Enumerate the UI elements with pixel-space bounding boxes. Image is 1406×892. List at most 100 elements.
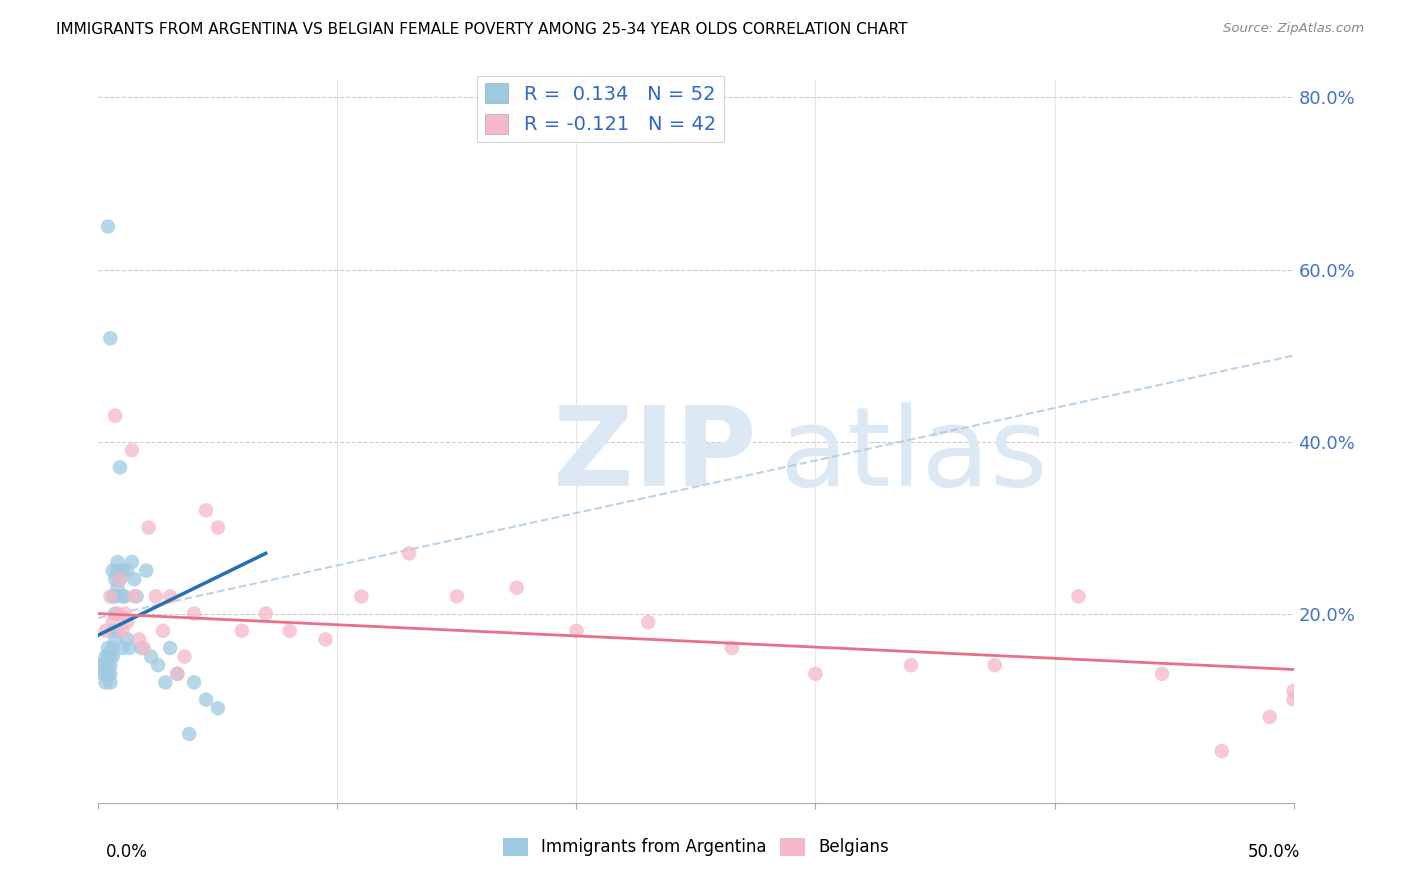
Point: [114, 607, 136, 621]
Point: [179, 727, 201, 741]
Point: [138, 520, 160, 534]
Point: [104, 590, 127, 604]
Point: [1211, 744, 1233, 758]
Point: [97, 666, 120, 681]
Point: [159, 590, 181, 604]
Point: [114, 590, 136, 604]
Point: [159, 640, 181, 655]
Point: [155, 675, 177, 690]
Point: [115, 564, 138, 578]
Point: [231, 624, 253, 638]
Point: [1067, 590, 1090, 604]
Point: [565, 624, 588, 638]
Point: [101, 615, 124, 630]
Point: [107, 607, 129, 621]
Point: [101, 590, 124, 604]
Point: [97, 649, 120, 664]
Point: [97, 640, 120, 655]
Point: [101, 624, 124, 638]
Point: [108, 460, 131, 475]
Point: [101, 640, 124, 655]
Point: [637, 615, 659, 630]
Point: [111, 624, 134, 638]
Point: [254, 607, 277, 621]
Point: [98, 331, 122, 345]
Point: [115, 632, 138, 647]
Point: [506, 581, 529, 595]
Point: [111, 640, 134, 655]
Text: atlas: atlas: [779, 402, 1047, 509]
Point: [104, 632, 127, 647]
Point: [108, 572, 131, 586]
Point: [124, 590, 146, 604]
Legend: Immigrants from Argentina, Belgians: Immigrants from Argentina, Belgians: [496, 831, 896, 863]
Point: [94, 624, 117, 638]
Point: [1152, 666, 1174, 681]
Point: [98, 675, 122, 690]
Point: [446, 590, 468, 604]
Point: [1282, 684, 1305, 698]
Point: [125, 590, 148, 604]
Point: [94, 649, 117, 664]
Point: [132, 640, 155, 655]
Point: [166, 666, 188, 681]
Point: [315, 632, 337, 647]
Point: [98, 590, 122, 604]
Point: [398, 546, 420, 560]
Point: [1282, 692, 1305, 706]
Point: [97, 219, 120, 234]
Point: [1258, 710, 1281, 724]
Point: [195, 692, 218, 706]
Point: [173, 649, 195, 664]
Text: 50.0%: 50.0%: [1249, 843, 1301, 861]
Point: [104, 607, 127, 621]
Point: [104, 572, 127, 586]
Point: [121, 443, 143, 458]
Point: [900, 658, 922, 673]
Point: [108, 572, 131, 586]
Text: ZIP: ZIP: [553, 402, 756, 509]
Point: [98, 666, 122, 681]
Point: [145, 590, 167, 604]
Point: [128, 632, 150, 647]
Point: [91, 666, 114, 681]
Point: [98, 649, 122, 664]
Point: [131, 640, 153, 655]
Text: IMMIGRANTS FROM ARGENTINA VS BELGIAN FEMALE POVERTY AMONG 25-34 YEAR OLDS CORREL: IMMIGRANTS FROM ARGENTINA VS BELGIAN FEM…: [56, 22, 908, 37]
Point: [804, 666, 827, 681]
Text: 0.0%: 0.0%: [105, 843, 148, 861]
Point: [152, 624, 174, 638]
Point: [111, 590, 134, 604]
Point: [97, 658, 120, 673]
Point: [721, 640, 744, 655]
Point: [984, 658, 1007, 673]
Point: [107, 581, 129, 595]
Point: [207, 520, 229, 534]
Point: [124, 572, 146, 586]
Point: [135, 564, 157, 578]
Point: [111, 564, 134, 578]
Point: [278, 624, 301, 638]
Point: [139, 649, 162, 664]
Point: [207, 701, 229, 715]
Point: [90, 658, 112, 673]
Point: [148, 658, 170, 673]
Point: [166, 666, 188, 681]
Point: [94, 666, 117, 681]
Point: [91, 658, 114, 673]
Point: [115, 615, 138, 630]
Point: [118, 640, 141, 655]
Point: [350, 590, 373, 604]
Point: [98, 658, 122, 673]
Point: [107, 555, 129, 569]
Point: [121, 555, 143, 569]
Point: [101, 564, 124, 578]
Point: [107, 624, 129, 638]
Point: [183, 607, 205, 621]
Point: [104, 409, 127, 423]
Point: [107, 564, 129, 578]
Point: [183, 675, 205, 690]
Point: [195, 503, 218, 517]
Point: [94, 675, 117, 690]
Text: Source: ZipAtlas.com: Source: ZipAtlas.com: [1223, 22, 1364, 36]
